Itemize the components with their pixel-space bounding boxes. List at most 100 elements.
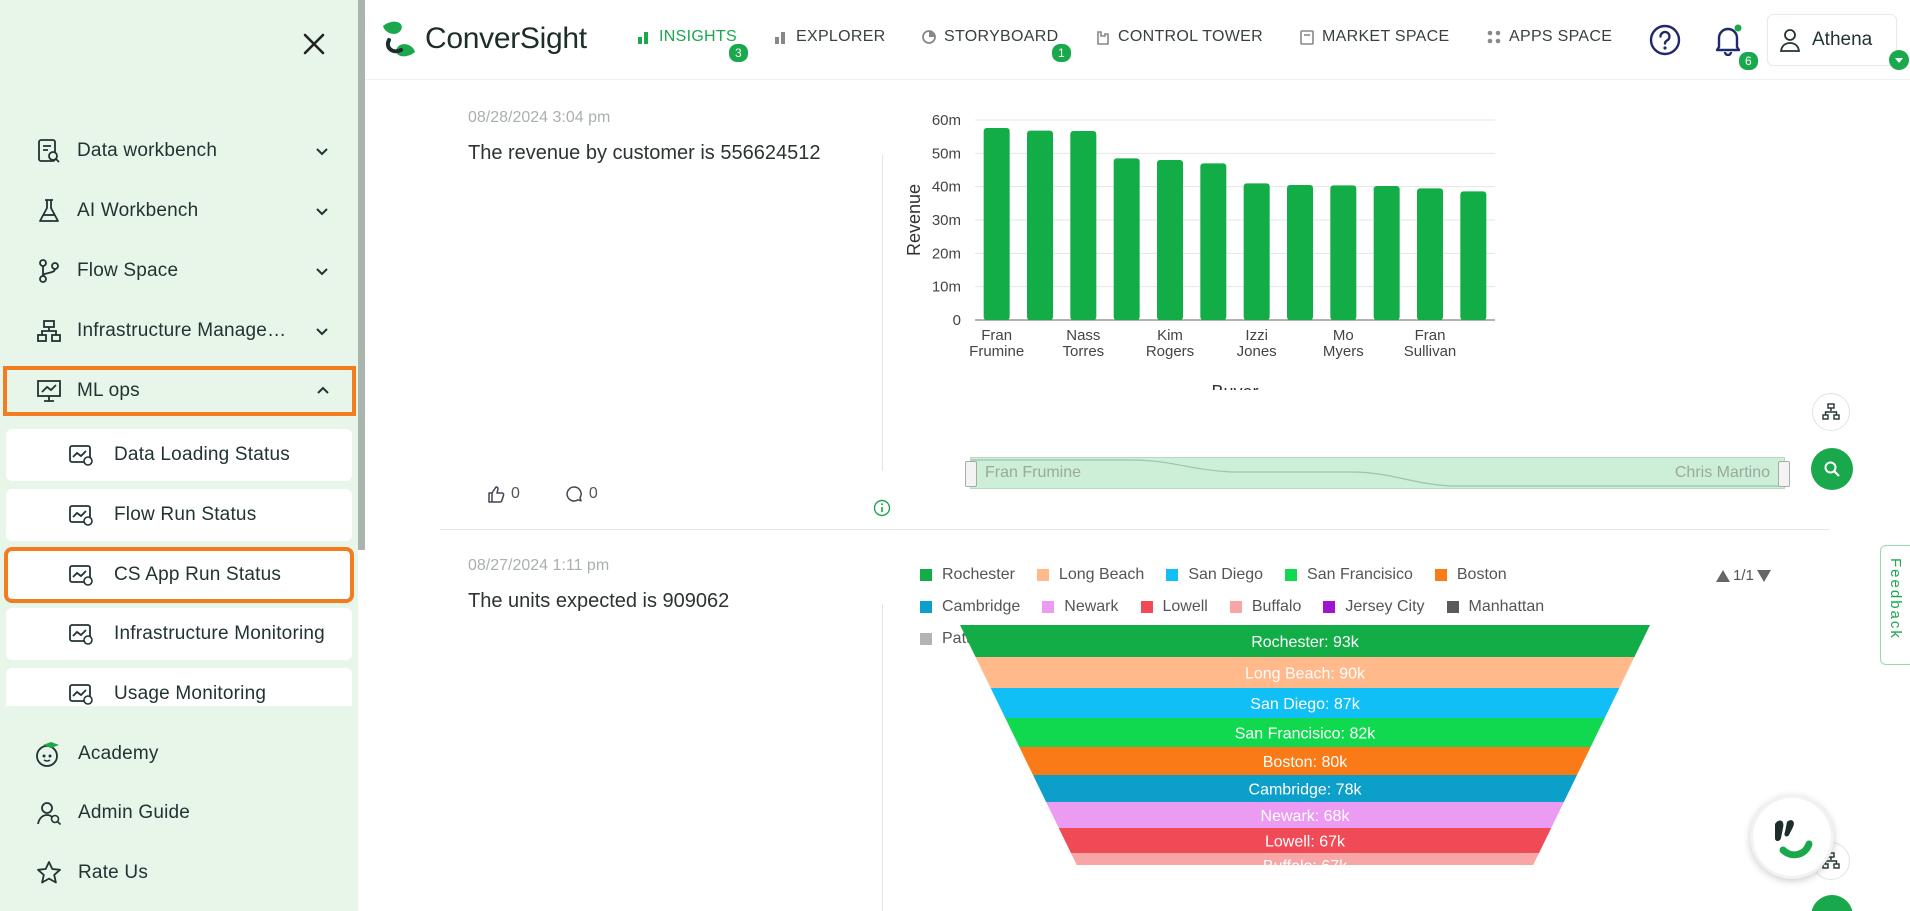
user-menu[interactable]: Athena (1767, 14, 1897, 66)
funnel-segment[interactable] (1019, 747, 1591, 775)
sidebar-item-admin-guide[interactable]: Admin Guide (0, 785, 358, 841)
legend-item[interactable]: Buffalo (1229, 591, 1301, 623)
triangle-up-icon[interactable] (1715, 569, 1731, 583)
funnel-segment[interactable] (1070, 853, 1540, 865)
legend-item[interactable]: Manhattan (1446, 591, 1545, 623)
hierarchy-view-button[interactable] (1812, 393, 1850, 431)
sidebar: Data workbench AI Workbench Flow Space I… (0, 0, 358, 911)
sidebar-item-ml-ops[interactable]: ML ops (3, 366, 356, 416)
notifications-button[interactable] (1713, 24, 1743, 57)
legend-item[interactable]: Newark (1042, 591, 1119, 623)
brand-logo[interactable]: ConverSight (379, 20, 587, 58)
tab-storyboard[interactable]: STORYBOARD (921, 28, 1058, 46)
pie-chart-icon (921, 29, 937, 45)
legend-item[interactable]: Long Beach (1036, 559, 1144, 591)
tab-explorer[interactable]: EXPLORER (773, 28, 886, 46)
sidebar-item-ai-workbench[interactable]: AI Workbench (0, 181, 358, 241)
conversight-logo-icon (383, 21, 415, 57)
bar[interactable] (1157, 160, 1183, 320)
card-separator (440, 529, 1830, 530)
sidebar-item-infrastructure-management[interactable]: Infrastructure Management (0, 301, 358, 361)
legend-item[interactable]: Jersey City (1323, 591, 1425, 623)
sidebar-scrollbar[interactable] (358, 0, 365, 550)
legend-item[interactable]: San Diego (1166, 559, 1263, 591)
legend-item[interactable]: San Francisico (1285, 559, 1413, 591)
feedback-tab[interactable]: Feedback (1880, 545, 1910, 665)
insights-count-badge: 3 (729, 44, 748, 62)
comment-button[interactable]: 0 (565, 485, 598, 503)
chevron-down-icon (316, 268, 328, 276)
funnel-segment[interactable] (975, 657, 1635, 688)
zoom-end-label: Chris Martino (1674, 464, 1770, 481)
sidebar-item-label: Rate Us (78, 862, 149, 883)
tab-apps-space[interactable]: APPS SPACE (1486, 28, 1612, 46)
bar[interactable] (1200, 163, 1227, 320)
assistant-bot-icon (1775, 820, 1813, 859)
sidebar-item-rate-us[interactable]: Rate Us (0, 845, 358, 901)
funnel-label: San Diego: 87k (1250, 696, 1360, 713)
search-insight-button[interactable] (1811, 448, 1853, 490)
zoom-handle-left[interactable] (965, 461, 977, 487)
legend-label: Cambridge (942, 598, 1021, 615)
info-icon[interactable] (873, 499, 891, 517)
sidebar-subitem-flow-run-status[interactable]: Flow Run Status (6, 489, 352, 541)
bar[interactable] (1243, 183, 1270, 320)
sidebar-item-flow-space[interactable]: Flow Space (0, 241, 358, 301)
funnel-segment[interactable] (1005, 718, 1605, 747)
sidebar-bottom-section (0, 706, 358, 911)
funnel-label: Newark: 68k (1261, 808, 1351, 825)
x-tick-label: Fran (1415, 327, 1446, 344)
sidebar-item-data-workbench[interactable]: Data workbench (0, 121, 358, 181)
zoom-handle-right[interactable] (1778, 461, 1790, 487)
funnel-segment[interactable] (960, 625, 1650, 657)
sidebar-subitem-label: CS App Run Status (114, 564, 282, 585)
funnel-label: Lowell: 67k (1265, 834, 1346, 851)
x-axis-title: Buyer (1211, 382, 1258, 390)
like-button[interactable]: 0 (487, 485, 520, 503)
tab-control-tower[interactable]: CONTROL TOWER (1095, 28, 1263, 46)
user-dropdown-toggle[interactable] (1889, 50, 1909, 70)
legend-label: Manhattan (1468, 598, 1545, 615)
legend-item[interactable]: Lowell (1140, 591, 1208, 623)
chart-zoom-slider[interactable]: Fran Frumine Chris Martino (965, 457, 1790, 489)
chat-assistant-button[interactable] (1750, 795, 1834, 879)
funnel-segment[interactable] (1032, 775, 1578, 802)
bar[interactable] (1460, 191, 1487, 320)
legend-item[interactable]: Cambridge (920, 591, 1020, 623)
funnel-label: Buffalo: 67k (1263, 858, 1348, 865)
funnel-segment[interactable] (1058, 828, 1552, 853)
bar[interactable] (1417, 188, 1443, 320)
legend-swatch (1042, 601, 1055, 613)
x-tick-label: Jones (1237, 343, 1277, 360)
funnel-segment[interactable] (990, 688, 1620, 718)
apps-grid-icon (1486, 29, 1502, 45)
insight-reactions: 0 0 (487, 485, 643, 503)
monitor-chart-icon (68, 621, 96, 647)
bar[interactable] (1287, 185, 1313, 320)
help-button[interactable] (1649, 24, 1681, 56)
bar[interactable] (1027, 130, 1053, 320)
search-insight-button[interactable] (1811, 895, 1853, 911)
legend-item[interactable]: Rochester (920, 559, 1015, 591)
close-sidebar-button[interactable] (298, 28, 330, 60)
sidebar-subitem-infrastructure-monitoring[interactable]: Infrastructure Monitoring (6, 608, 352, 660)
notifications-count-badge: 6 (1739, 52, 1758, 70)
bar[interactable] (1113, 158, 1140, 320)
user-name: Athena (1812, 29, 1873, 50)
funnel-segment[interactable] (1046, 802, 1564, 828)
bar[interactable] (1070, 131, 1097, 320)
sidebar-item-academy[interactable]: Academy (0, 726, 358, 782)
hierarchy-icon (1822, 403, 1840, 420)
bar[interactable] (1330, 185, 1357, 320)
y-tick-label: 10m (932, 279, 961, 296)
bar[interactable] (1373, 186, 1400, 320)
sidebar-subitem-data-loading-status[interactable]: Data Loading Status (6, 429, 352, 481)
flask-icon (35, 197, 63, 225)
tab-insights[interactable]: INSIGHTS (636, 28, 737, 46)
legend-item[interactable]: Boston (1434, 559, 1507, 591)
bar[interactable] (983, 128, 1010, 320)
sidebar-subitem-cs-app-run-status[interactable]: CS App Run Status (4, 547, 354, 603)
tab-market-space[interactable]: MARKET SPACE (1299, 28, 1449, 46)
sidebar-item-label: Data workbench (77, 140, 218, 161)
triangle-down-icon[interactable] (1756, 569, 1772, 583)
